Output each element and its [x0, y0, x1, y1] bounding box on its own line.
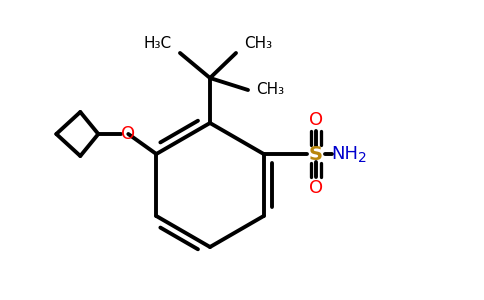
- Text: O: O: [309, 111, 323, 129]
- Text: CH₃: CH₃: [244, 37, 272, 52]
- Text: 2: 2: [358, 151, 366, 165]
- Text: O: O: [309, 179, 323, 197]
- Text: O: O: [121, 125, 136, 143]
- Text: NH: NH: [332, 145, 359, 163]
- Text: CH₃: CH₃: [256, 82, 284, 98]
- Text: S: S: [309, 145, 323, 164]
- Text: H₃C: H₃C: [144, 37, 172, 52]
